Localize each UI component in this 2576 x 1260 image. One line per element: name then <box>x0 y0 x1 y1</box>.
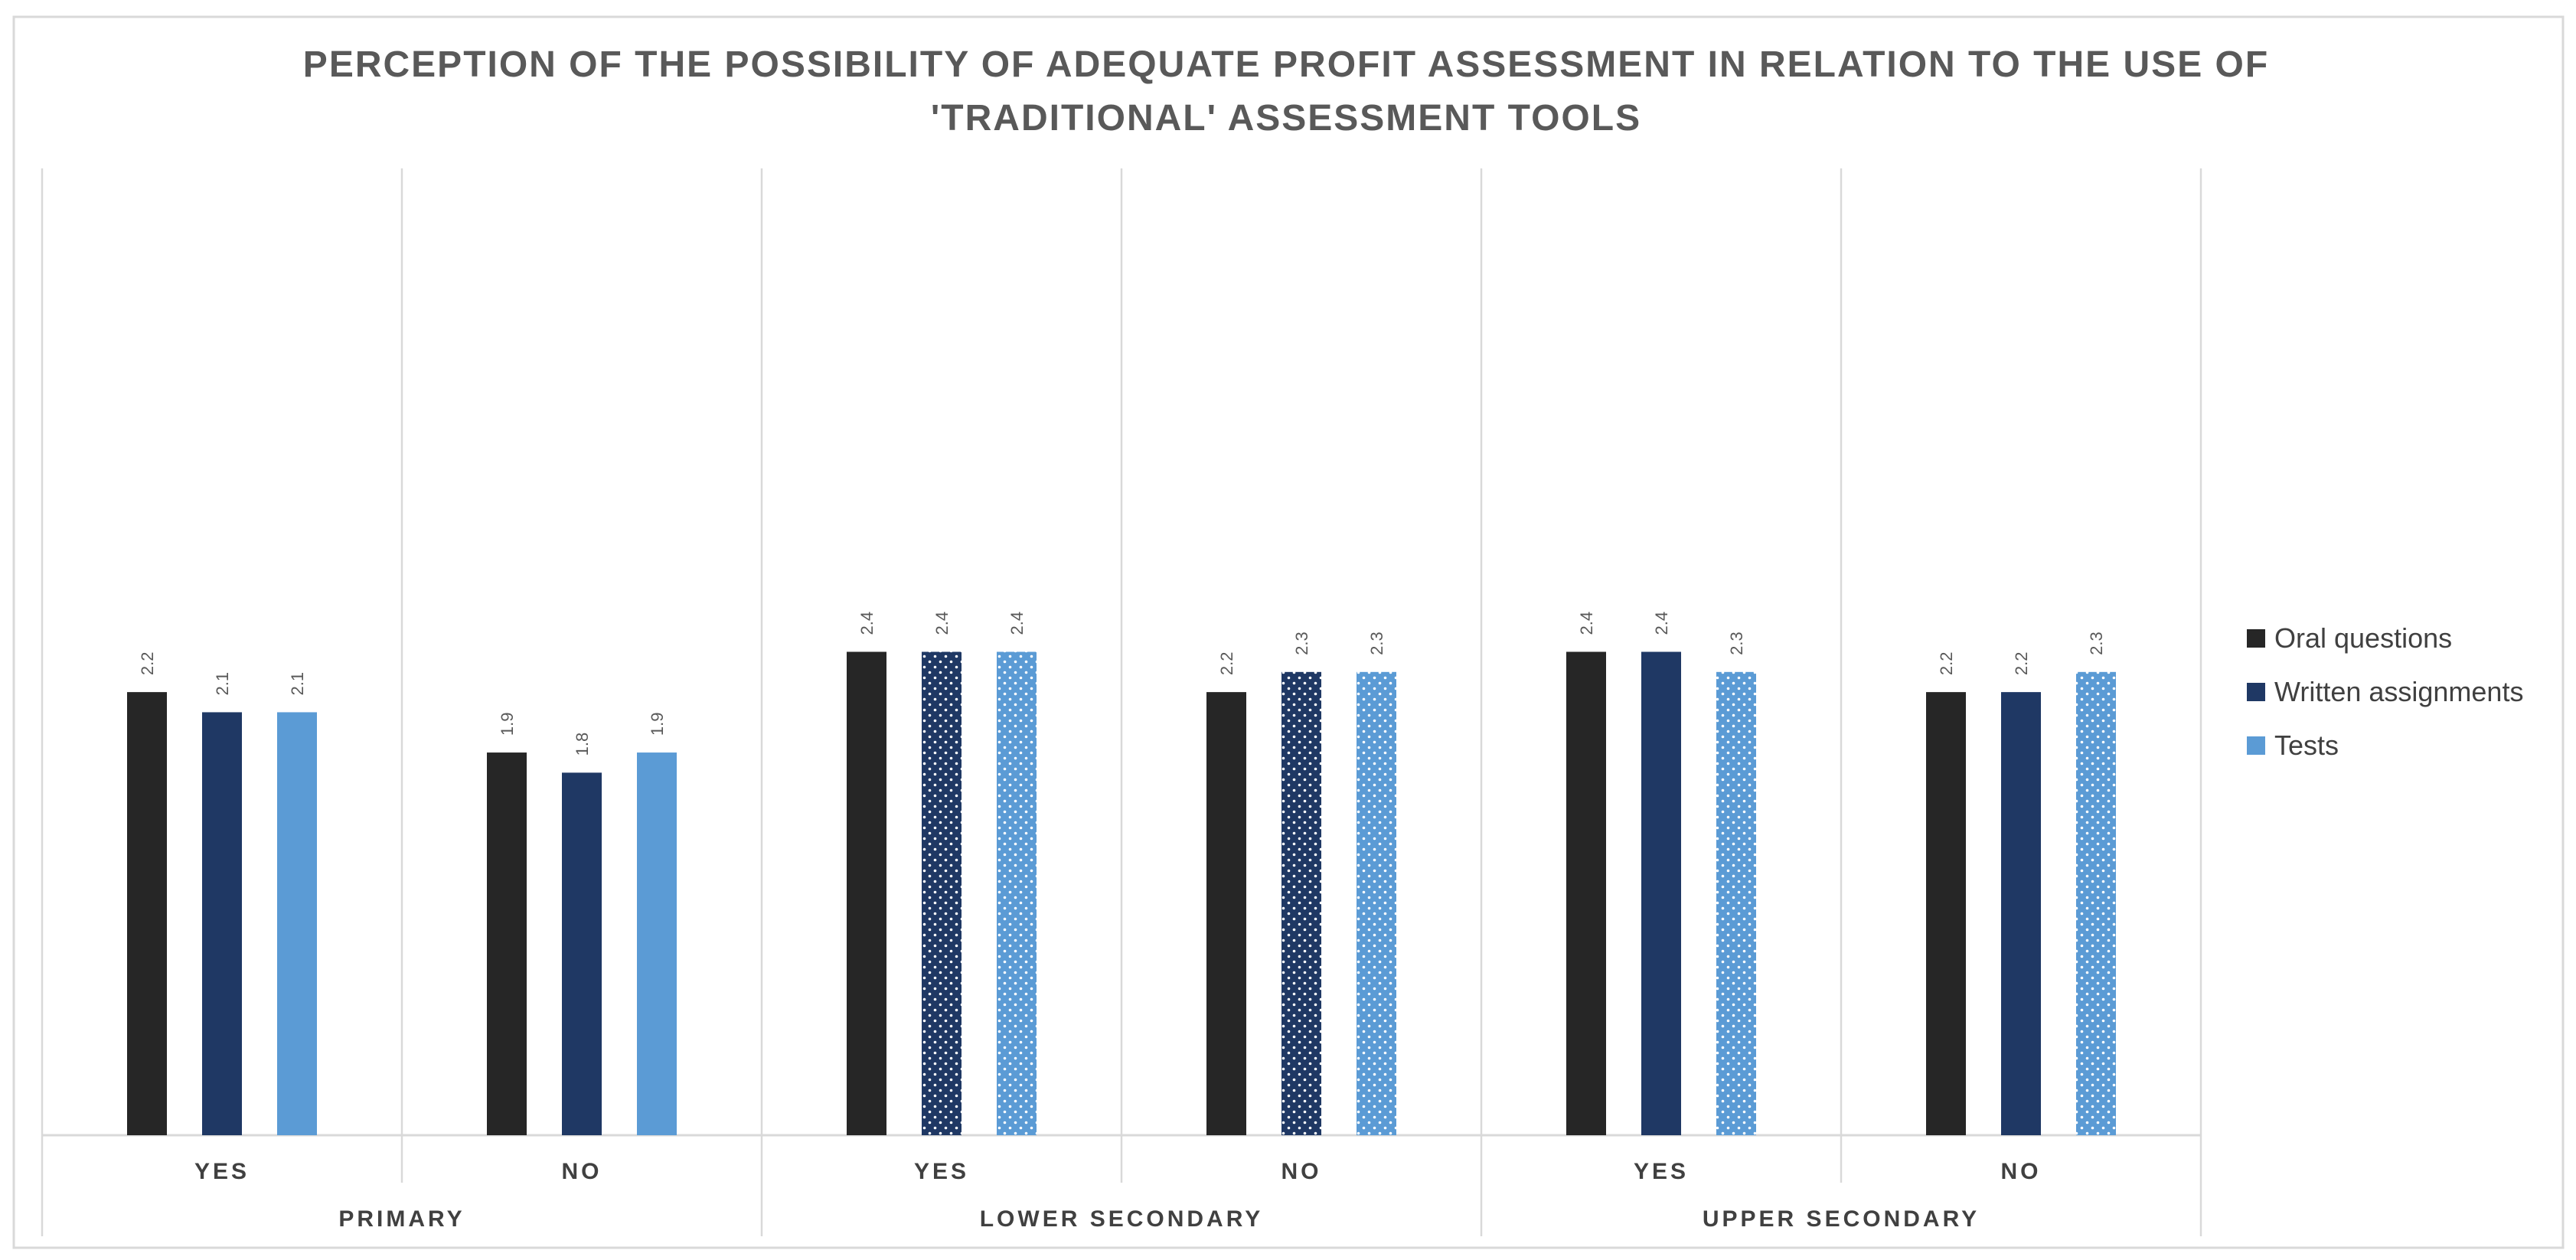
data-label: 2.4 <box>857 612 877 635</box>
category-label-no: NO <box>1281 1159 1322 1184</box>
category-label-no: NO <box>2001 1159 2042 1184</box>
data-label: 1.8 <box>573 733 592 756</box>
data-label: 1.9 <box>648 712 667 736</box>
bar-written-assignments-1-no <box>562 772 602 1135</box>
bar-written-assignments-3-yes <box>1641 651 1681 1135</box>
legend-swatch-oral-questions <box>2247 629 2265 648</box>
data-label: 2.4 <box>932 612 952 635</box>
data-label: 2.3 <box>1292 632 1311 655</box>
bar-written-assignments-3-no <box>2001 692 2041 1135</box>
group-label-primary: PRIMARY <box>338 1206 465 1232</box>
bar-oral-questions-2-yes <box>847 651 886 1135</box>
legend-label-oral-questions: Oral questions <box>2274 622 2452 654</box>
category-label-yes: YES <box>1634 1159 1689 1184</box>
bar-oral-questions-3-no <box>1926 692 1966 1135</box>
data-label: 2.1 <box>213 672 232 696</box>
data-label: 2.3 <box>2087 632 2106 655</box>
chart-title-line-1: PERCEPTION OF THE POSSIBILITY OF ADEQUAT… <box>303 44 2269 85</box>
data-label: 1.9 <box>498 712 517 736</box>
bar-written-assignments-2-yes <box>922 651 962 1135</box>
group-label-lower-secondary: LOWER SECONDARY <box>980 1206 1264 1232</box>
legend-label-written-assignments: Written assignments <box>2274 676 2523 707</box>
data-label: 2.1 <box>288 672 307 696</box>
category-label-yes: YES <box>914 1159 969 1184</box>
legend-swatch-written-assignments <box>2247 683 2265 701</box>
bar-tests-2-yes <box>997 651 1037 1135</box>
category-label-no: NO <box>562 1159 602 1184</box>
category-label-yes: YES <box>194 1159 250 1184</box>
bar-tests-2-no <box>1357 671 1396 1135</box>
data-label: 2.4 <box>1577 612 1596 635</box>
bar-oral-questions-3-yes <box>1566 651 1606 1135</box>
data-label: 2.3 <box>1727 632 1746 655</box>
data-label: 2.4 <box>1652 612 1671 635</box>
data-label: 2.2 <box>2012 652 2031 676</box>
bar-written-assignments-1-yes <box>202 712 242 1135</box>
group-label-upper-secondary: UPPER SECONDARY <box>1703 1206 1980 1232</box>
legend-label-tests: Tests <box>2274 730 2339 761</box>
legend-swatch-tests <box>2247 736 2265 755</box>
data-label: 2.3 <box>1367 632 1386 655</box>
bar-written-assignments-2-no <box>1281 671 1321 1135</box>
legend: Oral questions Written assignments Tests <box>2247 622 2523 761</box>
bar-tests-3-yes <box>1716 671 1756 1135</box>
bar-tests-3-no <box>2076 671 2116 1135</box>
bar-tests-1-yes <box>277 712 317 1135</box>
bar-tests-1-no <box>637 752 677 1135</box>
data-label: 2.2 <box>1937 652 1956 676</box>
data-label: 2.4 <box>1007 612 1027 635</box>
data-label: 2.2 <box>1217 652 1236 676</box>
data-label: 2.2 <box>138 652 157 676</box>
chart-title-line-2: 'TRADITIONAL' ASSESSMENT TOOLS <box>931 98 1641 139</box>
bar-oral-questions-2-no <box>1206 692 1246 1135</box>
bar-oral-questions-1-yes <box>127 692 167 1135</box>
bar-oral-questions-1-no <box>487 752 527 1135</box>
plot-area: 2.2 2.1 2.1 YES 1.9 1.8 1.9 NO PRIMARY 2.4 2.4 2.4 Y… <box>41 168 2202 1236</box>
